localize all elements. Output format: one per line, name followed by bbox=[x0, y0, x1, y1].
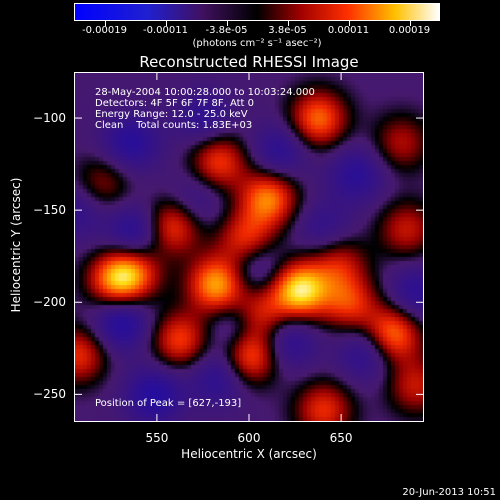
colorbar-tick-label: -3.8e-05 bbox=[205, 25, 248, 36]
colorbar-tick bbox=[287, 21, 289, 26]
colorbar-tick bbox=[104, 21, 106, 26]
colorbar-tick-label: -0.00011 bbox=[143, 25, 188, 36]
colorbar-tick bbox=[165, 21, 167, 26]
chart-title: Reconstructed RHESSI Image bbox=[139, 53, 359, 71]
y-tick-label: −150 bbox=[33, 203, 66, 218]
annotation-time: 28-May-2004 10:00:28.000 to 10:03:24.000 bbox=[95, 87, 315, 98]
y-tick-label: −100 bbox=[33, 111, 66, 126]
annotation-counts: Clean Total counts: 1.83E+03 bbox=[95, 120, 253, 131]
x-axis-label: Heliocentric X (arcsec) bbox=[181, 447, 317, 461]
colorbar-tick bbox=[409, 21, 411, 26]
annotation-detectors: Detectors: 4F 5F 6F 7F 8F, Att 0 bbox=[95, 98, 255, 109]
colorbar-tick bbox=[226, 21, 228, 26]
y-tick-label: −200 bbox=[33, 295, 66, 310]
colorbar-tick-label: 0.00011 bbox=[327, 25, 370, 36]
colorbar-tick-label: 3.8e-05 bbox=[268, 25, 307, 36]
colorbar bbox=[74, 3, 440, 21]
x-tick-label: 550 bbox=[145, 431, 169, 445]
colorbar-ticks bbox=[74, 21, 440, 27]
colorbar-tick-label: -0.00019 bbox=[82, 25, 127, 36]
footer-timestamp: 20-Jun-2013 10:51 bbox=[402, 487, 496, 498]
x-tick-label: 650 bbox=[329, 431, 353, 445]
peak-position-label: Position of Peak = [627,-193] bbox=[95, 398, 242, 409]
colorbar-tick-label: 0.00019 bbox=[388, 25, 431, 36]
colorbar-units: (photons cm⁻² s⁻¹ asec⁻²) bbox=[192, 38, 322, 49]
y-tick-label: −250 bbox=[33, 387, 66, 402]
heatmap-image bbox=[75, 73, 423, 421]
colorbar-gradient bbox=[75, 4, 439, 20]
y-axis-label: Heliocentric Y (arcsec) bbox=[9, 177, 23, 313]
x-tick-label: 600 bbox=[237, 431, 261, 445]
annotation-energy: Energy Range: 12.0 - 25.0 keV bbox=[95, 109, 248, 120]
heatmap-plot: 28-May-2004 10:00:28.000 to 10:03:24.000… bbox=[74, 72, 424, 422]
colorbar-tick bbox=[348, 21, 350, 26]
